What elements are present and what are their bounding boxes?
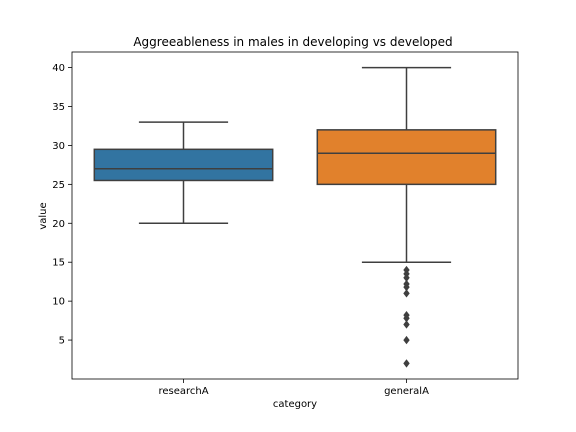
- outlier-point: [403, 282, 410, 292]
- box-group-researchA: [93, 121, 274, 225]
- box-iqr: [93, 148, 274, 182]
- outlier-point: [403, 314, 410, 323]
- y-tick-label: 20: [52, 219, 65, 230]
- x-axis-label: category: [273, 399, 317, 410]
- boxes: [93, 66, 497, 368]
- y-axis-label: value: [38, 202, 49, 229]
- chart-title: Aggreeableness in males in developing vs…: [133, 35, 452, 49]
- y-tick-label: 5: [59, 336, 65, 347]
- box-iqr: [316, 129, 497, 186]
- x-tick-label: researchA: [158, 386, 208, 397]
- y-tick-label: 10: [52, 297, 65, 308]
- x-axis: researchA generalA: [158, 379, 429, 397]
- outlier-point: [403, 273, 410, 282]
- y-tick-label: 15: [52, 258, 65, 269]
- y-tick-label: 40: [52, 63, 65, 74]
- outlier-point: [403, 359, 410, 368]
- outlier-point: [403, 320, 410, 329]
- y-axis: 5 10 15 20 25 30 35 40: [52, 63, 72, 347]
- outlier-point: [403, 335, 410, 345]
- y-tick-label: 35: [52, 102, 65, 113]
- x-tick-label: generalA: [384, 386, 429, 397]
- box-group-generalA: [316, 66, 497, 368]
- plot-frame: [71, 51, 519, 380]
- y-tick-label: 25: [52, 180, 65, 191]
- outlier-point: [403, 289, 410, 298]
- y-tick-label: 30: [52, 141, 65, 152]
